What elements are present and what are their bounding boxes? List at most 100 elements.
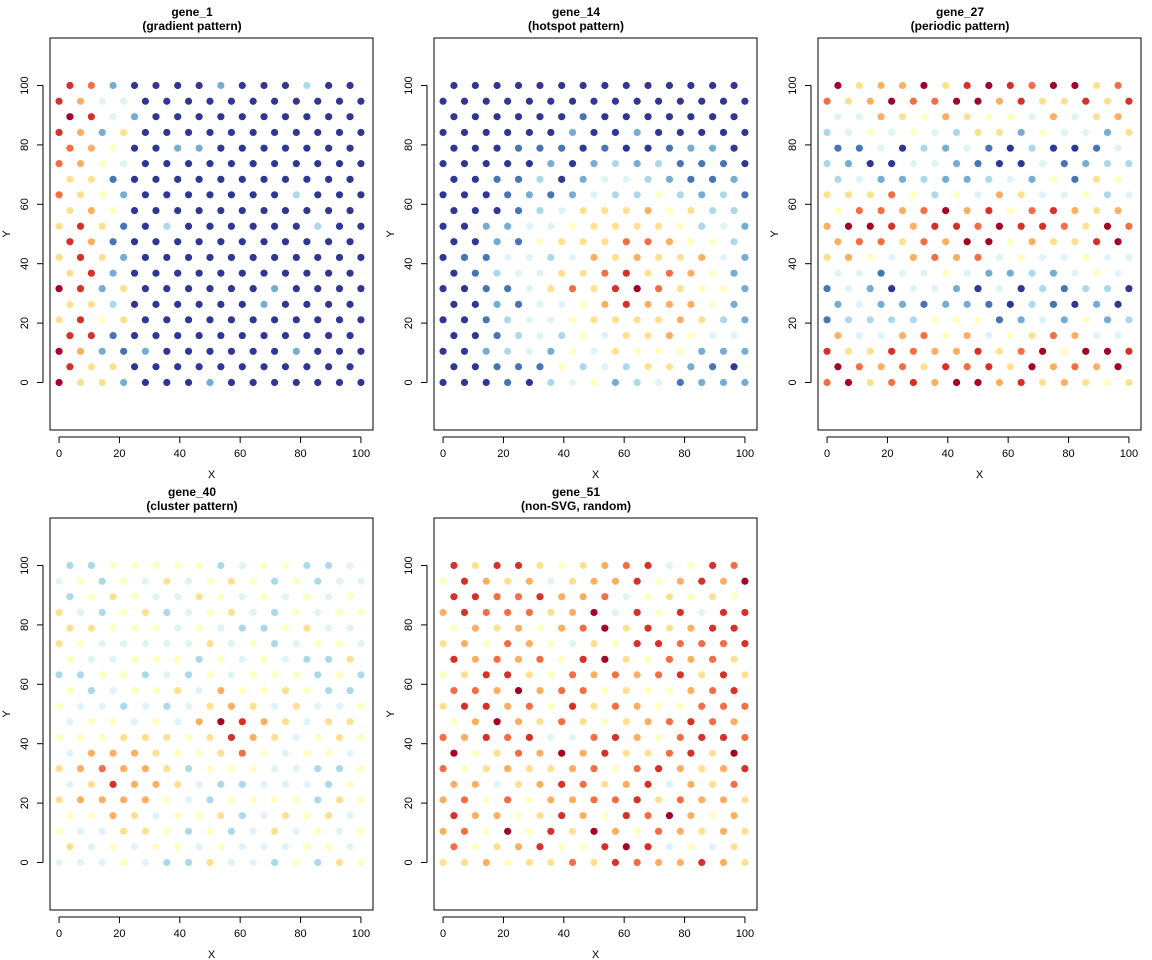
- data-point: [909, 316, 917, 324]
- data-point: [611, 733, 620, 742]
- data-point: [109, 843, 117, 851]
- data-point: [644, 655, 652, 663]
- data-point: [698, 128, 706, 137]
- data-point: [676, 378, 684, 387]
- data-point: [357, 347, 365, 355]
- data-point: [741, 222, 749, 230]
- data-point: [66, 843, 74, 851]
- x-tick-label: 20: [113, 928, 125, 940]
- data-point: [439, 640, 447, 648]
- data-point: [611, 577, 620, 585]
- data-point: [357, 640, 365, 648]
- data-point: [163, 827, 171, 835]
- data-point: [525, 128, 533, 137]
- data-point: [514, 206, 523, 215]
- data-point: [525, 285, 533, 293]
- data-point: [719, 702, 728, 710]
- data-point: [622, 175, 630, 183]
- data-point: [120, 347, 128, 355]
- data-point: [698, 671, 706, 679]
- data-point: [823, 97, 831, 105]
- data-point: [888, 347, 896, 355]
- data-point: [195, 749, 203, 757]
- data-point: [292, 222, 300, 230]
- data-point: [281, 175, 290, 183]
- data-point: [579, 780, 587, 788]
- data-point: [547, 222, 555, 230]
- y-tick-label: 0: [787, 379, 799, 385]
- data-point: [471, 780, 479, 788]
- data-point: [260, 363, 268, 371]
- data-point: [303, 269, 311, 277]
- data-point: [633, 640, 641, 648]
- data-point: [730, 206, 738, 215]
- data-point: [622, 655, 630, 663]
- data-point: [525, 191, 533, 199]
- data-point: [303, 624, 311, 632]
- data-point: [109, 686, 117, 695]
- data-point: [55, 577, 63, 585]
- data-point: [898, 113, 907, 121]
- data-point: [719, 608, 728, 617]
- data-point: [709, 843, 717, 851]
- data-point: [676, 765, 684, 773]
- data-point: [174, 780, 182, 788]
- data-point: [152, 206, 160, 215]
- data-point: [995, 253, 1004, 262]
- data-point: [654, 671, 663, 679]
- data-point: [611, 285, 620, 293]
- data-point: [834, 269, 842, 277]
- data-point: [719, 858, 728, 867]
- data-point: [741, 608, 749, 617]
- data-point: [1082, 347, 1090, 355]
- data-point: [676, 191, 684, 199]
- data-point: [314, 316, 322, 324]
- data-point: [357, 796, 365, 804]
- data-point: [357, 160, 365, 168]
- data-point: [439, 733, 447, 742]
- data-point: [709, 81, 717, 90]
- data-point: [590, 640, 598, 648]
- data-point: [249, 316, 257, 324]
- data-point: [493, 811, 501, 820]
- data-point: [504, 378, 512, 387]
- data-point: [87, 561, 95, 570]
- data-point: [292, 671, 300, 679]
- data-point: [687, 175, 695, 183]
- data-point: [120, 378, 128, 387]
- x-tick-label: 40: [558, 448, 570, 460]
- data-point: [493, 624, 501, 632]
- y-tick-label: 80: [19, 139, 31, 151]
- data-point: [1071, 238, 1079, 246]
- data-point: [888, 222, 896, 230]
- y-tick-label: 60: [787, 198, 799, 210]
- data-point: [1071, 269, 1079, 277]
- data-point: [1103, 347, 1112, 355]
- data-point: [217, 593, 225, 601]
- data-point: [460, 796, 469, 804]
- data-point: [471, 113, 479, 121]
- data-point: [676, 160, 684, 168]
- data-point: [217, 843, 225, 851]
- data-point: [654, 765, 663, 773]
- data-point: [687, 206, 695, 215]
- data-point: [206, 160, 214, 168]
- data-point: [514, 718, 523, 726]
- data-point: [141, 608, 149, 617]
- data-point: [687, 81, 695, 90]
- data-point: [98, 97, 106, 105]
- data-point: [141, 378, 149, 387]
- data-point: [87, 300, 95, 308]
- data-point: [346, 624, 354, 632]
- data-point: [482, 671, 490, 679]
- data-point: [292, 702, 300, 710]
- data-point: [87, 811, 95, 820]
- data-point: [1038, 285, 1047, 293]
- data-point: [493, 561, 501, 570]
- data-point: [654, 378, 663, 387]
- data-point: [709, 113, 717, 121]
- data-point: [325, 144, 333, 152]
- data-point: [730, 175, 738, 183]
- data-point: [590, 191, 598, 199]
- data-point: [130, 81, 139, 90]
